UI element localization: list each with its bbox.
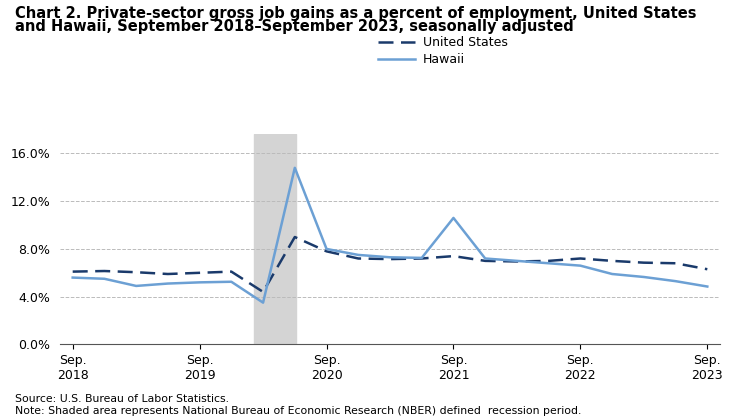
Hawaii [671, 278, 680, 284]
United States [132, 270, 141, 275]
United States [290, 234, 299, 239]
Text: Chart 2. Private-sector gross job gains as a percent of employment, United State: Chart 2. Private-sector gross job gains … [15, 6, 697, 21]
United States [259, 289, 268, 294]
United States [576, 256, 585, 261]
Hawaii [68, 275, 77, 280]
Line: United States: United States [73, 237, 707, 292]
Text: Source: U.S. Bureau of Labor Statistics.
Note: Shaded area represents National B: Source: U.S. Bureau of Labor Statistics.… [15, 394, 581, 416]
Hawaii [226, 279, 236, 284]
Hawaii [703, 284, 712, 289]
Hawaii [449, 215, 458, 220]
Hawaii [195, 280, 204, 285]
United States [703, 267, 712, 272]
Hawaii [386, 255, 394, 260]
Hawaii [322, 247, 331, 252]
Hawaii [164, 281, 172, 286]
Hawaii [417, 255, 426, 260]
United States [481, 258, 490, 263]
United States [354, 256, 363, 261]
Bar [254, 134, 296, 344]
United States [449, 254, 458, 259]
United States [195, 270, 204, 276]
United States [68, 269, 77, 274]
United States [671, 261, 680, 266]
Hawaii [100, 276, 109, 281]
Text: and Hawaii, September 2018–September 2023, seasonally adjusted: and Hawaii, September 2018–September 202… [15, 19, 574, 34]
Line: Hawaii: Hawaii [73, 168, 707, 303]
Legend: United States, Hawaii: United States, Hawaii [373, 32, 513, 71]
Hawaii [608, 271, 616, 276]
Hawaii [639, 274, 648, 279]
Hawaii [544, 261, 554, 266]
Hawaii [132, 284, 141, 289]
Hawaii [259, 300, 268, 305]
United States [639, 260, 648, 265]
Hawaii [576, 263, 585, 268]
Hawaii [481, 256, 490, 261]
Hawaii [354, 252, 363, 257]
United States [386, 257, 394, 262]
United States [164, 271, 172, 276]
United States [608, 258, 616, 263]
United States [417, 256, 426, 261]
Hawaii [512, 258, 521, 263]
United States [544, 258, 554, 263]
United States [226, 269, 236, 274]
United States [322, 249, 331, 254]
United States [512, 259, 521, 264]
Hawaii [290, 165, 299, 171]
United States [100, 268, 109, 273]
